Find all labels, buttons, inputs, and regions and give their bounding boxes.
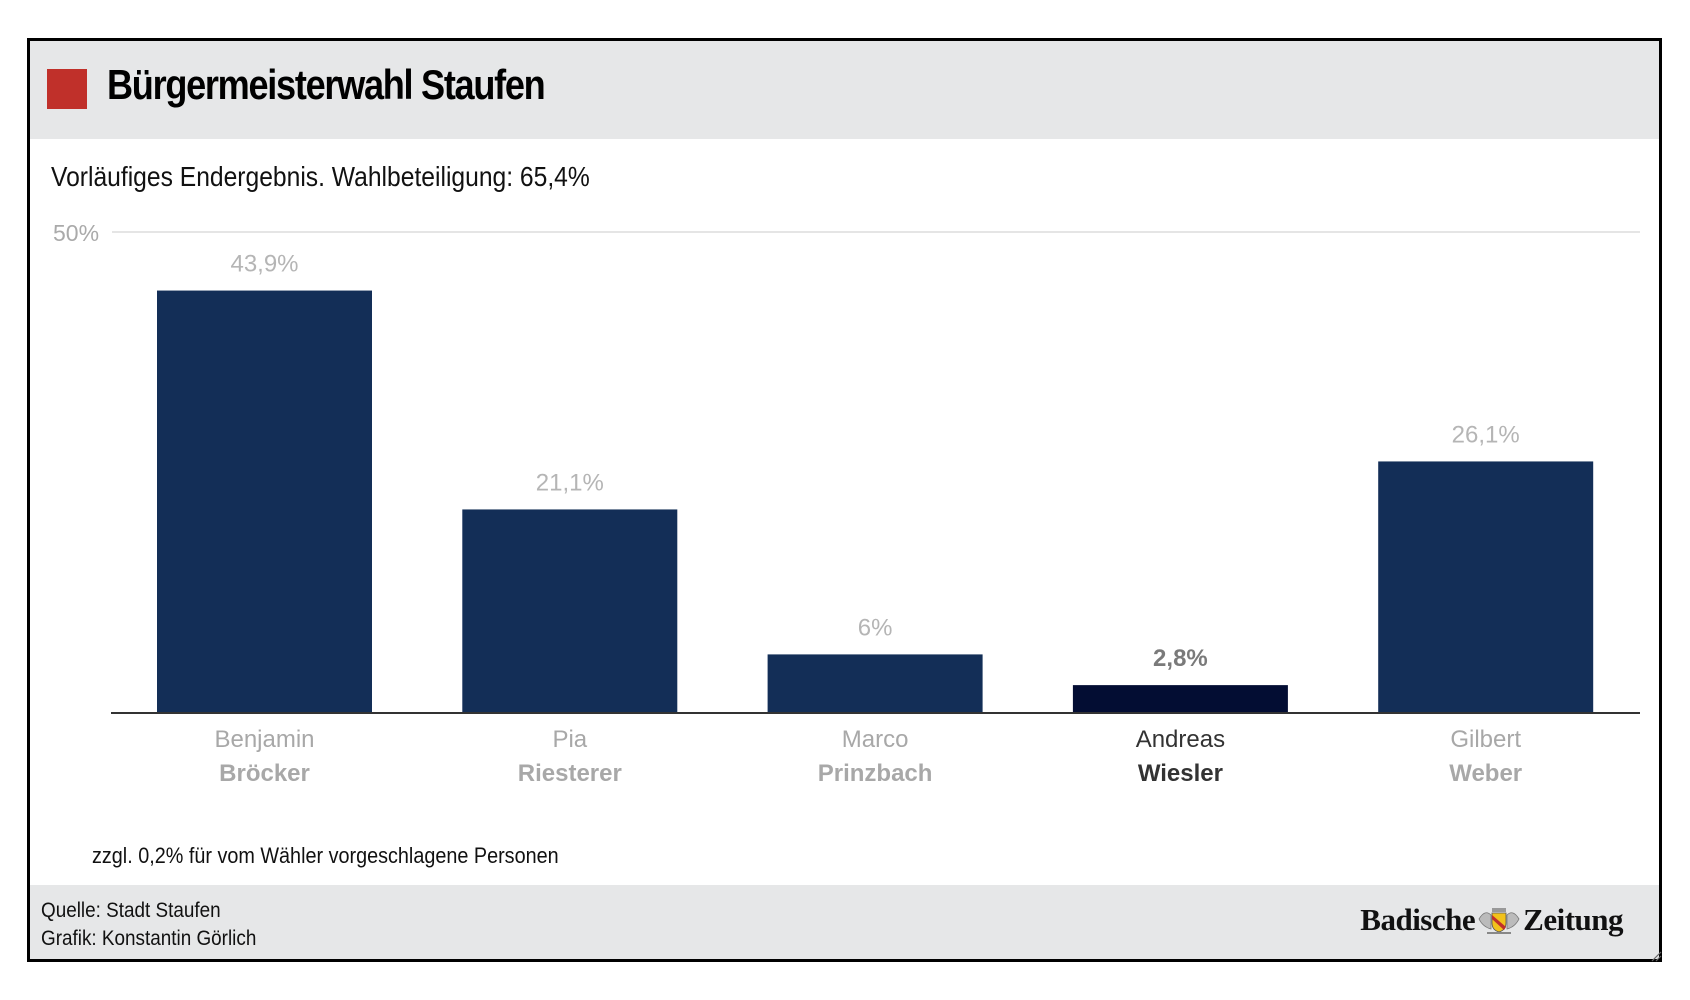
bar	[157, 290, 372, 712]
value-label: 26,1%	[1452, 421, 1520, 448]
category-first-name: Marco	[842, 726, 909, 753]
resize-grip-icon[interactable]	[1650, 950, 1662, 962]
footer-band: Quelle: Stadt Staufen Grafik: Konstantin…	[30, 885, 1662, 962]
category-first-name: Benjamin	[214, 726, 314, 753]
category-last-name: Weber	[1449, 760, 1522, 787]
category-last-name: Prinzbach	[818, 760, 933, 787]
category-first-name: Andreas	[1136, 726, 1225, 753]
value-label: 6%	[858, 614, 893, 641]
source-text: Quelle: Stadt Staufen	[41, 899, 221, 922]
credit-text: Grafik: Konstantin Görlich	[41, 927, 257, 950]
category-last-name: Wiesler	[1138, 760, 1223, 787]
value-label: 43,9%	[230, 251, 298, 278]
value-label: 21,1%	[536, 469, 604, 496]
category-last-name: Riesterer	[518, 760, 622, 787]
bar	[462, 509, 678, 712]
accent-square	[47, 69, 87, 109]
category-first-name: Pia	[552, 726, 587, 753]
footnote: zzgl. 0,2% für vom Wähler vorgeschlagene…	[92, 843, 559, 868]
chart-subtitle: Vorläufiges Endergebnis. Wahlbeteiligung…	[51, 161, 590, 192]
y-tick-label: 50%	[53, 220, 99, 246]
source-credits: Quelle: Stadt Staufen Grafik: Konstantin…	[41, 897, 256, 953]
logo-text-right: Zeitung	[1523, 902, 1623, 937]
bar	[1072, 685, 1288, 712]
logo-text-left: Badische	[1360, 902, 1476, 937]
coat-of-arms-icon	[1477, 905, 1521, 935]
badische-zeitung-logo: Badische Zeitung	[1360, 902, 1623, 938]
category-last-name: Bröcker	[219, 760, 310, 787]
bar	[1378, 461, 1594, 712]
header-band: Bürgermeisterwahl Staufen	[30, 41, 1659, 139]
value-label: 2,8%	[1153, 645, 1208, 672]
category-first-name: Gilbert	[1450, 726, 1521, 753]
chart-title: Bürgermeisterwahl Staufen	[107, 61, 546, 108]
bar	[767, 654, 983, 712]
